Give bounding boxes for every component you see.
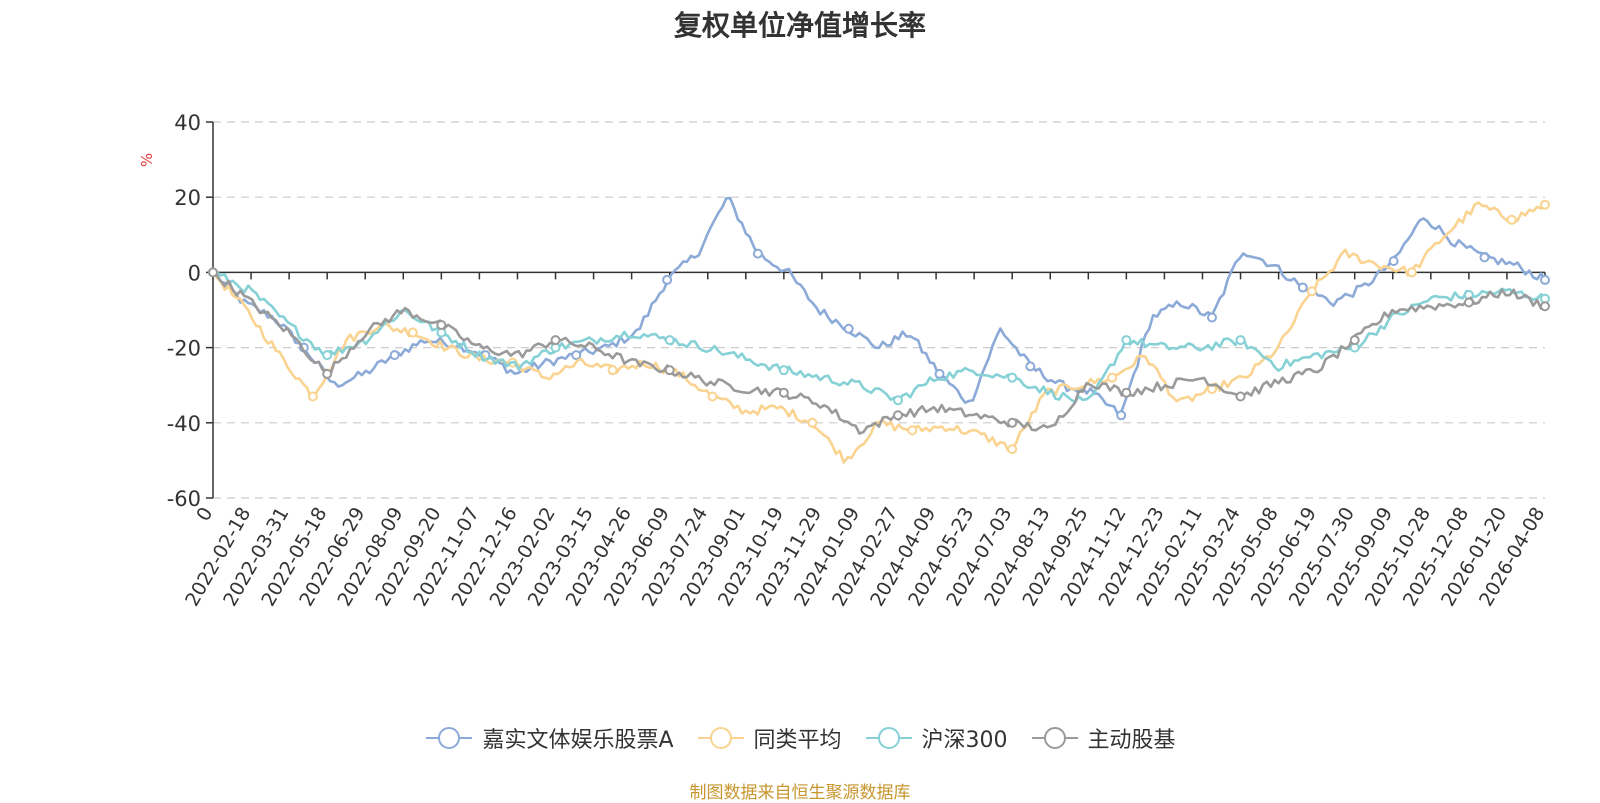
y-axis-label: % (138, 153, 156, 167)
legend-swatch-icon (697, 727, 744, 749)
legend-item[interactable]: 沪深300 (864, 722, 1008, 754)
series-marker (607, 365, 618, 376)
legend-swatch-icon (426, 727, 473, 749)
chart-title: 复权单位净值增长率 (673, 9, 926, 42)
series-marker (1007, 444, 1018, 455)
series-marker (893, 395, 904, 406)
series-marker (662, 274, 673, 285)
series-marker (778, 387, 789, 398)
series-marker (1506, 214, 1517, 225)
series-marker (1463, 297, 1474, 308)
legend-label: 嘉实文体娱乐股票A (482, 728, 674, 753)
series-marker (1306, 286, 1317, 297)
series-marker (1235, 391, 1246, 402)
series-marker (436, 320, 447, 331)
series-marker (322, 350, 333, 361)
legend: 嘉实文体娱乐股票A 同类平均 沪深300 主动股基 (0, 722, 1600, 754)
series-marker (664, 335, 675, 346)
series-line (212, 196, 1547, 416)
y-tick-label: -40 (167, 412, 201, 436)
series-marker (934, 368, 945, 379)
series-marker (1349, 335, 1360, 346)
series-marker (1540, 199, 1550, 210)
y-tick-label: -20 (167, 337, 201, 361)
y-tick-label: 40 (174, 111, 201, 135)
series-marker (707, 391, 718, 402)
series-marker (1297, 282, 1308, 293)
y-tick-label: 0 (188, 261, 201, 285)
series-marker (307, 391, 318, 402)
legend-label: 主动股基 (1087, 728, 1176, 753)
series-marker (407, 327, 418, 338)
series-marker (1107, 372, 1118, 383)
series-marker (807, 417, 818, 428)
series-line (211, 201, 1546, 464)
series-line (212, 271, 1546, 435)
series-marker (1116, 410, 1127, 421)
axes (212, 122, 1545, 498)
series-marker (1025, 361, 1036, 372)
series-marker (843, 323, 854, 334)
series-marker (1121, 335, 1132, 346)
source-note: 制图数据来自恒生聚源数据库 (689, 783, 911, 803)
legend-item[interactable]: 嘉实文体娱乐股票A (424, 722, 674, 754)
series-marker (208, 267, 218, 278)
series-marker (550, 335, 561, 346)
series-marker (1388, 256, 1399, 267)
series-marker (1007, 417, 1018, 428)
series-marker (389, 350, 400, 361)
legend-label: 沪深300 (921, 728, 1008, 753)
legend-item[interactable]: 同类平均 (696, 722, 842, 754)
y-tick-label: 20 (174, 186, 201, 210)
series-marker (893, 410, 904, 421)
series-marker (571, 350, 582, 361)
series-marker (664, 365, 675, 376)
legend-item[interactable]: 主动股基 (1030, 722, 1176, 754)
x-tick-label: 0 (192, 504, 217, 525)
series-marker (778, 365, 789, 376)
series-marker (1121, 387, 1132, 398)
series-lines (208, 196, 1550, 464)
series-marker (1479, 252, 1490, 263)
y-tick-label: -60 (167, 487, 201, 511)
series-marker (1007, 372, 1018, 383)
series-marker (1207, 312, 1217, 323)
series-marker (752, 248, 763, 259)
series-marker (322, 368, 333, 379)
series-line (212, 270, 1546, 404)
grid-lines (213, 121, 1545, 499)
series-marker (907, 425, 918, 436)
series-marker (1406, 267, 1417, 278)
legend-swatch-icon (865, 727, 912, 749)
series-marker (1235, 335, 1246, 346)
legend-label: 同类平均 (753, 728, 842, 753)
series-marker (1540, 274, 1550, 285)
series-marker (1540, 301, 1550, 312)
legend-swatch-icon (1031, 727, 1078, 749)
y-tick-labels: 40 20 0 -20 -40 -60 (167, 111, 213, 511)
